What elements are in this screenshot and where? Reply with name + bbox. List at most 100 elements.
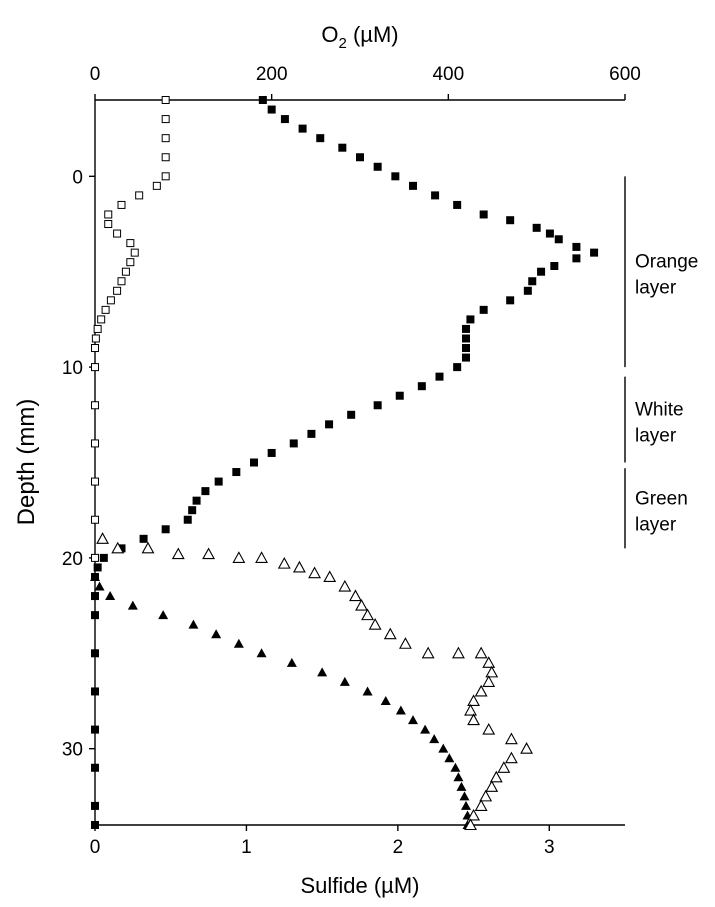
data-point [126, 258, 135, 267]
data-point [435, 372, 444, 381]
data-point [482, 722, 496, 735]
data-point [467, 808, 481, 821]
data-point [532, 223, 541, 232]
top-tick-label: 200 [256, 64, 288, 85]
data-point [113, 229, 122, 238]
data-point [395, 705, 406, 715]
data-point [523, 286, 532, 295]
data-point [188, 619, 199, 629]
data-point [117, 544, 126, 553]
data-point [485, 665, 499, 678]
data-point [453, 772, 464, 782]
data-point [233, 638, 244, 648]
data-point [395, 391, 404, 400]
y-tick-label: 20 [62, 549, 83, 570]
series-open-square [91, 96, 170, 562]
data-point [117, 200, 126, 209]
data-point [554, 235, 563, 244]
data-point [479, 210, 488, 219]
data-point [130, 248, 139, 257]
bottom-axis-ticks: 0 1 2 3 [90, 825, 555, 858]
data-point [139, 534, 148, 543]
layer-label: White layer [635, 400, 684, 447]
data-point [97, 315, 106, 324]
data-point [161, 115, 170, 124]
data-point [467, 713, 481, 726]
y-tick-label: 10 [62, 358, 83, 379]
bottom-tick-label: 0 [90, 837, 101, 858]
data-point [373, 162, 382, 171]
top-axis-title: O2 (µM) [321, 22, 398, 52]
data-point [482, 656, 496, 668]
data-point [91, 477, 99, 486]
data-point [464, 818, 477, 831]
data-point [106, 296, 115, 305]
data-point [467, 694, 481, 707]
data-point [111, 541, 125, 554]
layer-annotations: Orange layer White layer Green layer [624, 176, 698, 549]
data-point [91, 344, 99, 353]
data-point [183, 515, 192, 524]
data-point [450, 762, 461, 772]
data-point [161, 525, 170, 534]
y-tick-label: 30 [62, 740, 83, 761]
data-point [280, 115, 289, 124]
data-point [91, 611, 99, 620]
data-point [267, 448, 276, 457]
data-point [91, 725, 99, 734]
data-point [383, 627, 397, 640]
data-point [489, 770, 503, 783]
data-point [421, 646, 435, 659]
data-point [506, 296, 515, 305]
bottom-tick-label: 1 [241, 837, 252, 858]
data-point [188, 506, 197, 515]
data-point [438, 743, 449, 753]
data-point [91, 439, 99, 448]
series-filled-triangle [90, 571, 473, 829]
data-point [192, 496, 201, 505]
data-point [456, 781, 467, 791]
data-point [545, 229, 554, 238]
data-point [462, 353, 470, 362]
data-point [391, 172, 400, 181]
data-point [474, 684, 488, 697]
data-point [537, 267, 546, 276]
data-point [161, 96, 170, 104]
data-point [373, 401, 382, 410]
data-point [356, 153, 364, 162]
data-point [409, 181, 417, 190]
bottom-tick-label: 3 [544, 837, 555, 858]
data-point [459, 791, 470, 801]
data-point [93, 563, 102, 572]
data-point [250, 458, 258, 467]
data-series [90, 96, 599, 831]
data-point [464, 703, 477, 716]
data-point [417, 382, 426, 391]
data-point [91, 821, 99, 829]
data-point [323, 570, 337, 583]
data-point [171, 547, 185, 560]
data-point [504, 751, 518, 764]
data-point [572, 254, 581, 263]
data-point [91, 592, 99, 601]
data-point [349, 589, 362, 602]
data-point [91, 553, 99, 562]
data-point [91, 649, 99, 658]
data-point [201, 487, 210, 496]
layer-label: Orange layer [635, 252, 698, 299]
data-point [99, 553, 108, 562]
data-point [431, 191, 440, 200]
data-point [362, 686, 373, 696]
data-point [572, 242, 581, 251]
data-point [127, 600, 138, 610]
data-point [117, 277, 126, 286]
bottom-tick-label: 2 [393, 837, 404, 858]
top-tick-label: 600 [609, 64, 641, 85]
data-point [93, 324, 102, 333]
data-point [256, 648, 267, 658]
data-point [96, 532, 110, 544]
data-point [101, 305, 110, 314]
data-point [528, 277, 537, 286]
data-point [91, 334, 100, 343]
top-tick-label: 400 [432, 64, 464, 85]
